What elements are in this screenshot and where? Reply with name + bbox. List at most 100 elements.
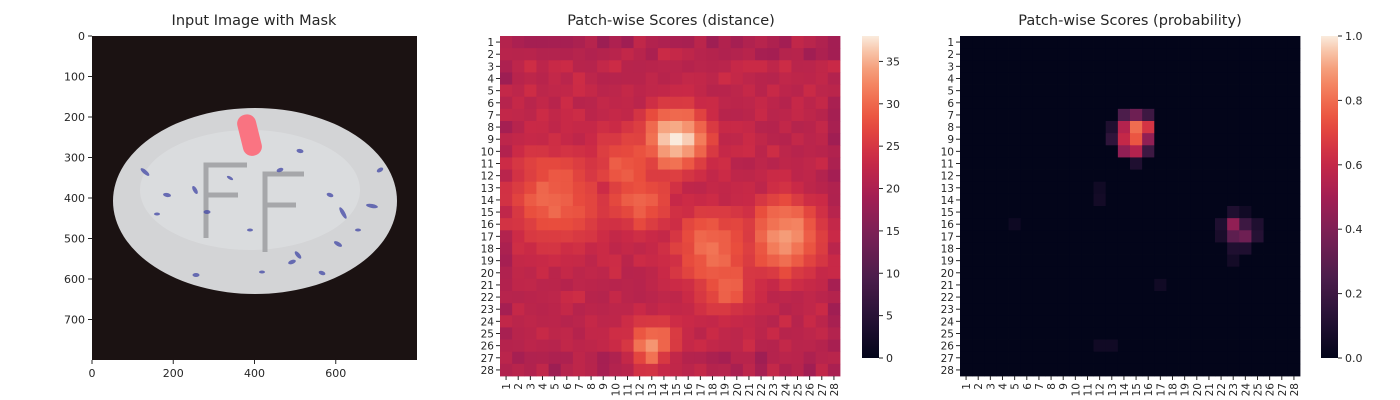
heatmap-cell [1178, 254, 1192, 268]
heatmap-cell [560, 278, 574, 292]
heatmap-cell [1117, 193, 1131, 207]
heatmap-cell [1020, 242, 1034, 255]
heatmap-cell [1105, 242, 1119, 255]
heatmap-cell [984, 96, 997, 110]
heatmap-cell [585, 315, 598, 328]
heatmap-cell [1202, 242, 1216, 255]
row-tick-label: 22 [481, 292, 494, 304]
heatmap-cell [1117, 84, 1131, 98]
heatmap-cell [1045, 315, 1058, 328]
heatmap-cell [960, 193, 973, 207]
heatmap-cell [960, 291, 973, 304]
col-tick-label: 12 [1095, 383, 1107, 396]
heatmap-cell [548, 230, 562, 243]
heatmap-cell [803, 48, 817, 61]
heatmap-cell [1287, 36, 1301, 49]
heatmap-cell [972, 60, 985, 73]
heatmap-cell [972, 291, 985, 304]
row-tick-label: 5 [947, 86, 954, 98]
heatmap-cell [1032, 157, 1046, 170]
heatmap-cell [827, 303, 841, 316]
heatmap-cell [633, 157, 647, 170]
heatmap-cell [670, 291, 683, 304]
heatmap-cell [1032, 291, 1046, 304]
heatmap-cell [572, 351, 586, 365]
heatmap-cell [1178, 72, 1192, 85]
heatmap-cell [1178, 351, 1192, 365]
heatmap-cell [791, 36, 804, 49]
heatmap-cell [1130, 121, 1143, 134]
heatmap-cell [791, 121, 804, 134]
heatmap-cell [1117, 327, 1131, 340]
heatmap-cell [1057, 351, 1070, 365]
heatmap-cell [1202, 339, 1216, 353]
heatmap-cell [1142, 218, 1155, 231]
heatmap-cell [670, 145, 683, 158]
heatmap-cell [984, 278, 997, 292]
heatmap-cell [1081, 72, 1094, 85]
heatmap-cell [670, 351, 683, 365]
heatmap-cell [548, 206, 562, 219]
heatmap-cell [1227, 48, 1240, 61]
heatmap-cell [609, 206, 622, 219]
heatmap-cell [657, 121, 671, 134]
heatmap-cell [633, 36, 647, 49]
speckle-mark [163, 192, 171, 198]
heatmap-cell [791, 218, 804, 231]
heatmap-cell [572, 84, 586, 98]
heatmap-cell [755, 254, 768, 268]
colorbar-tick-label: 1.0 [1345, 30, 1363, 43]
heatmap-cell [597, 121, 610, 134]
heatmap-cell [1275, 363, 1289, 377]
heatmap-cell [1117, 278, 1131, 292]
heatmap-cell [572, 327, 586, 340]
heatmap-cell [706, 218, 719, 231]
heatmap-cell [1227, 36, 1240, 49]
heatmap-cell [1227, 315, 1240, 328]
heatmap-cell [1093, 133, 1107, 146]
heatmap-cell [645, 242, 659, 255]
heatmap-cell [1239, 121, 1252, 134]
heatmap-cell [633, 242, 647, 255]
heatmap-cell [548, 108, 562, 122]
heatmap-cell [621, 230, 634, 243]
heatmap-cell [1008, 72, 1022, 85]
heatmap-cell [621, 60, 634, 73]
heatmap-cell [1081, 230, 1094, 243]
heatmap-cell [536, 363, 549, 377]
heatmap-cell [585, 193, 598, 207]
heatmap-cell [500, 121, 513, 134]
heatmap-cell [597, 72, 610, 85]
heatmap-cell [1105, 181, 1119, 195]
heatmap-cell [597, 266, 610, 280]
heatmap-cell [730, 242, 744, 255]
heatmap-cell [767, 230, 780, 243]
heatmap-cell [560, 218, 574, 231]
row-tick-label: 24 [481, 316, 495, 328]
col-tick-label: 21 [1204, 383, 1216, 396]
heatmap-cell [1069, 181, 1082, 195]
heatmap-cell [536, 145, 549, 158]
heatmap-cell [536, 206, 549, 219]
heatmap-cell [1239, 315, 1252, 328]
heatmap-cell [1263, 169, 1277, 183]
heatmap-cell [755, 327, 768, 340]
heatmap-cell [1105, 266, 1119, 280]
heatmap-cell [1263, 242, 1277, 255]
row-tick-label: 18 [941, 244, 954, 256]
heatmap-cell [1045, 121, 1058, 134]
heatmap-cell [536, 72, 549, 85]
col-tick-label: 19 [1180, 383, 1192, 396]
heatmap-cell [1142, 96, 1155, 110]
col-tick-label: 22 [756, 383, 768, 396]
heatmap-cell [1190, 84, 1204, 98]
heatmap-cell [1008, 363, 1022, 377]
heatmap-cell [1263, 36, 1277, 49]
heatmap-cell [560, 121, 574, 134]
heatmap-cell [682, 327, 695, 340]
heatmap-cell [682, 181, 695, 195]
heatmap-cell [1142, 351, 1155, 365]
heatmap-cell [1275, 291, 1289, 304]
x-tick-label: 400 [244, 367, 265, 380]
heatmap-cell [536, 230, 549, 243]
